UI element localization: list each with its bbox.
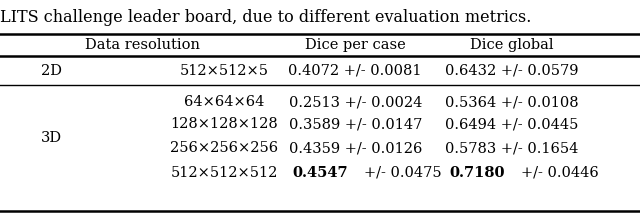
Text: 0.5364 +/- 0.0108: 0.5364 +/- 0.0108: [445, 95, 579, 109]
Text: 64×64×64: 64×64×64: [184, 95, 264, 109]
Text: +/- 0.0475: +/- 0.0475: [364, 166, 442, 180]
Text: 0.4359 +/- 0.0126: 0.4359 +/- 0.0126: [289, 141, 422, 156]
Text: 0.3589 +/- 0.0147: 0.3589 +/- 0.0147: [289, 117, 422, 131]
Text: 512×512×512: 512×512×512: [170, 166, 278, 180]
Text: 256×256×256: 256×256×256: [170, 141, 278, 156]
Text: Dice global: Dice global: [470, 38, 554, 52]
Text: 0.7180: 0.7180: [449, 166, 504, 180]
Text: 512×512×5: 512×512×5: [179, 64, 269, 78]
Text: +/- 0.0446: +/- 0.0446: [521, 166, 599, 180]
Text: Data resolution: Data resolution: [85, 38, 200, 52]
Text: Dice per case: Dice per case: [305, 38, 406, 52]
Text: LITS challenge leader board, due to different evaluation metrics.: LITS challenge leader board, due to diff…: [0, 9, 531, 26]
Text: 0.4072 +/- 0.0081: 0.4072 +/- 0.0081: [289, 64, 422, 78]
Text: 128×128×128: 128×128×128: [170, 117, 278, 131]
Text: 0.4547: 0.4547: [292, 166, 348, 180]
Text: 0.6494 +/- 0.0445: 0.6494 +/- 0.0445: [445, 117, 579, 131]
Text: 3D: 3D: [40, 130, 62, 145]
Text: 2D: 2D: [41, 64, 61, 78]
Text: 0.5783 +/- 0.1654: 0.5783 +/- 0.1654: [445, 141, 579, 156]
Text: 0.2513 +/- 0.0024: 0.2513 +/- 0.0024: [289, 95, 422, 109]
Text: 0.6432 +/- 0.0579: 0.6432 +/- 0.0579: [445, 64, 579, 78]
